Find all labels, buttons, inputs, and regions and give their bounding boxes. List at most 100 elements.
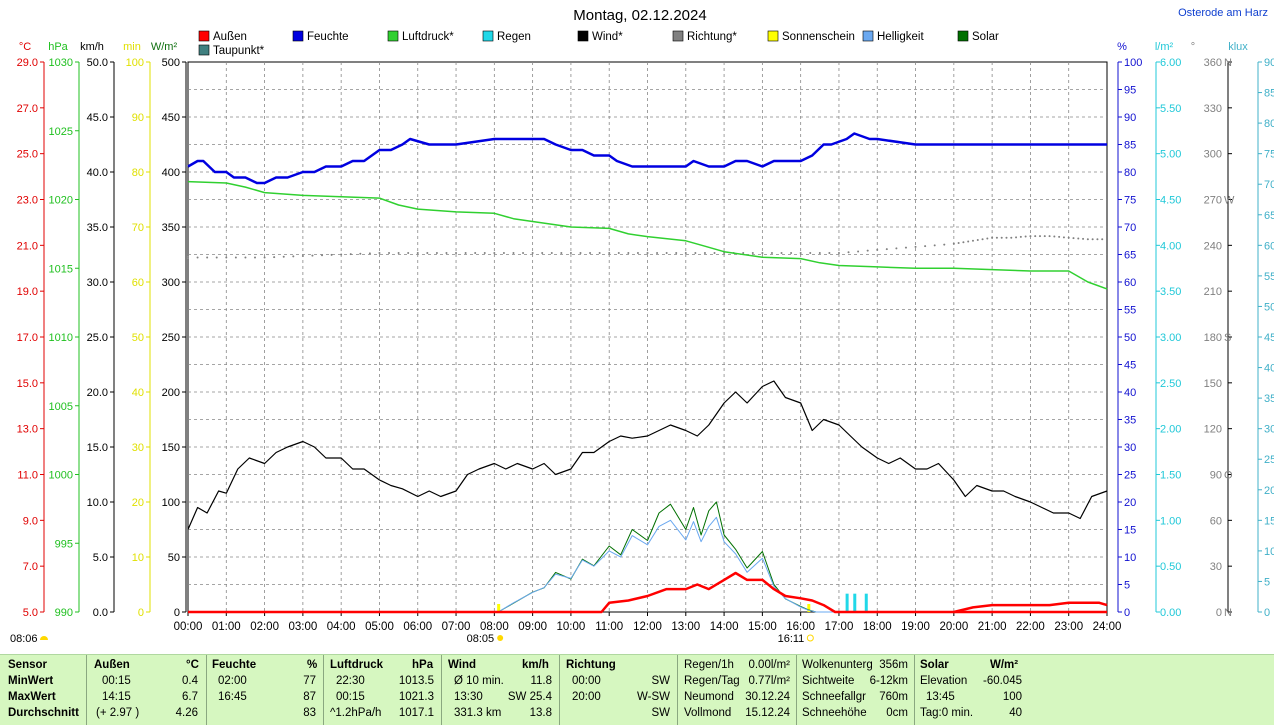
tick-label-wind: 30.0 — [87, 277, 108, 289]
direction-dot — [1082, 237, 1085, 240]
tick-label-hum: 70 — [1124, 222, 1136, 234]
tick-label-wind: 15.0 — [87, 442, 108, 454]
tick-label-wind: 25.0 — [87, 332, 108, 344]
tick-label-lux: 0 — [1264, 607, 1270, 619]
solar-header-unit: W/m² — [990, 659, 1019, 671]
col-wind-header: Wind — [448, 659, 476, 671]
x-tick-label: 07:00 — [442, 621, 471, 633]
tick-label-lux: 55 — [1264, 271, 1274, 283]
tick-label-press: 1020 — [49, 195, 73, 207]
direction-dot — [608, 251, 611, 254]
direction-dot — [579, 251, 582, 254]
tick-label-wind: 35.0 — [87, 222, 108, 234]
direction-dot — [933, 244, 936, 247]
tick-label-solar: 150 — [162, 442, 180, 454]
aussen-min-value: 0.4 — [182, 675, 198, 687]
aussen-max-time: 14:15 — [102, 691, 131, 703]
tick-label-lux: 75 — [1264, 149, 1274, 161]
tick-label-rain: 4.00 — [1160, 240, 1181, 252]
direction-dot — [885, 248, 888, 251]
tick-label-wind: 10.0 — [87, 497, 108, 509]
tick-label-sun: 30 — [132, 442, 144, 454]
tick-label-hum: 40 — [1124, 387, 1136, 399]
legend-swatch-2 — [292, 30, 304, 42]
tick-label-dir-compass: S — [1224, 332, 1231, 344]
x-tick-label: 13:00 — [671, 621, 700, 633]
tick-label-solar: 300 — [162, 277, 180, 289]
wind-avg-distance: 331.3 km — [454, 707, 502, 719]
col-sensor-header: Sensor — [8, 659, 47, 671]
tick-label-lux: 10 — [1264, 546, 1274, 558]
tick-label-dir-compass: N — [1224, 607, 1232, 619]
tick-label-sun: 40 — [132, 387, 144, 399]
tick-label-dir-compass: W — [1224, 195, 1235, 207]
tick-label-dir: 270 — [1204, 195, 1222, 207]
unit-press: hPa — [48, 41, 68, 53]
luft-avg-trend: ^1.2hPa/h — [330, 707, 382, 719]
direction-dot — [187, 256, 189, 259]
legend-label-4: Regen — [497, 31, 531, 43]
tick-label-lux: 35 — [1264, 393, 1274, 405]
x-tick-label: 18:00 — [863, 621, 892, 633]
tick-label-rain: 1.00 — [1160, 515, 1181, 527]
tick-label-press: 1005 — [49, 401, 73, 413]
legend-label-9: Solar — [972, 31, 999, 43]
direction-dot — [1048, 235, 1051, 238]
tick-label-dir-compass: O — [1224, 470, 1233, 482]
direction-dot — [1053, 235, 1056, 238]
col-luftdruck-header: Luftdruck — [330, 659, 384, 671]
snowline-label: Schneefallgr — [802, 691, 866, 703]
tick-label-sun: 20 — [132, 497, 144, 509]
legend-label-0: Außen — [213, 31, 247, 43]
direction-dot — [617, 251, 620, 254]
tick-label-hum: 75 — [1124, 195, 1136, 207]
luft-min-time: 22:30 — [336, 675, 365, 687]
tick-label-hum: 15 — [1124, 525, 1136, 537]
direction-dot — [1010, 236, 1013, 239]
tick-label-hum: 95 — [1124, 85, 1136, 97]
direction-dot — [598, 251, 601, 254]
direction-dot — [407, 251, 410, 254]
unit-temp: °C — [19, 41, 31, 53]
location-label[interactable]: Osterode am Harz — [1178, 7, 1268, 19]
direction-dot — [311, 254, 314, 257]
tick-label-solar: 250 — [162, 332, 180, 344]
rain-1h-value: 0.00l/m² — [748, 659, 790, 671]
direction-dot — [790, 251, 793, 254]
x-tick-label: 17:00 — [825, 621, 854, 633]
x-tick-label: 15:00 — [748, 621, 777, 633]
tick-label-sun: 70 — [132, 222, 144, 234]
tick-label-dir: 240 — [1204, 240, 1222, 252]
tick-label-wind: 50.0 — [87, 57, 108, 69]
tick-label-hum: 45 — [1124, 360, 1136, 372]
direction-dot — [1091, 238, 1094, 241]
x-tick-label: 02:00 — [250, 621, 279, 633]
tick-label-lux: 30 — [1264, 424, 1274, 436]
tick-label-temp: 11.0 — [17, 470, 38, 482]
direction-dot — [359, 252, 362, 255]
luft-max-value: 1021.3 — [398, 691, 434, 703]
fullmoon-value: 15.12.24 — [745, 707, 790, 719]
aussen-max-value: 6.7 — [182, 691, 198, 703]
direction-dot — [1029, 235, 1032, 238]
direction-dot — [809, 251, 812, 254]
direction-dot — [550, 251, 553, 254]
tick-label-sun: 60 — [132, 277, 144, 289]
tick-label-hum: 10 — [1124, 552, 1136, 564]
tick-label-wind: 45.0 — [87, 112, 108, 124]
feuchte-max-value: 87 — [303, 691, 316, 703]
tick-label-hum: 35 — [1124, 415, 1136, 427]
tick-label-rain: 2.50 — [1160, 378, 1181, 390]
direction-dot — [995, 236, 998, 239]
direction-dot — [962, 241, 965, 244]
aussen-min-time: 00:15 — [102, 675, 131, 687]
x-tick-label: 16:00 — [786, 621, 815, 633]
tick-label-rain: 3.00 — [1160, 332, 1181, 344]
direction-dot — [196, 256, 199, 259]
direction-dot — [943, 243, 946, 246]
direction-dot — [1077, 237, 1080, 240]
tick-label-solar: 0 — [174, 607, 180, 619]
x-tick-label: 23:00 — [1054, 621, 1083, 633]
tick-label-lux: 70 — [1264, 179, 1274, 191]
tick-label-rain: 5.50 — [1160, 103, 1181, 115]
